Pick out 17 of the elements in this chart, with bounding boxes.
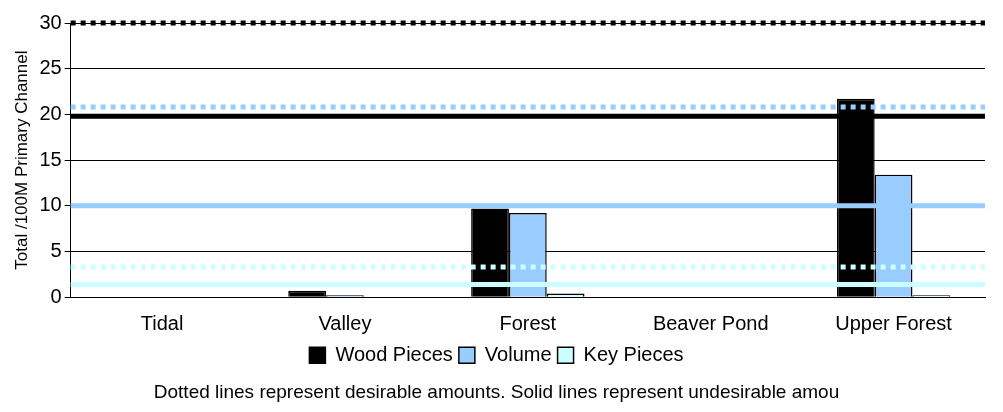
- x-tick-label: Valley: [318, 311, 372, 334]
- y-tick-label: 15: [39, 147, 62, 170]
- legend-label: Volume: [484, 342, 552, 365]
- x-tick-label: Beaver Pond: [652, 311, 769, 334]
- text: Dotted lines represent desirable amounts. Solid lines represent undesirable amou: [153, 380, 840, 402]
- y-tick-label: 5: [50, 239, 62, 262]
- y-tick-label: 30: [39, 10, 62, 33]
- y-tick-label: 0: [50, 284, 62, 307]
- x-tick-label: Tidal: [140, 311, 184, 334]
- legend-label: Key Pieces: [583, 342, 684, 365]
- y-tick-label: 10: [39, 193, 62, 216]
- x-tick-label: Upper Forest: [835, 311, 953, 334]
- y-tick-label: 25: [39, 56, 62, 79]
- x-tick-label: Forest: [499, 311, 557, 334]
- y-axis-title: Total /100M Primary Channel: [11, 50, 31, 270]
- legend-label: Wood Pieces: [335, 342, 453, 365]
- y-tick-label: 20: [39, 101, 62, 124]
